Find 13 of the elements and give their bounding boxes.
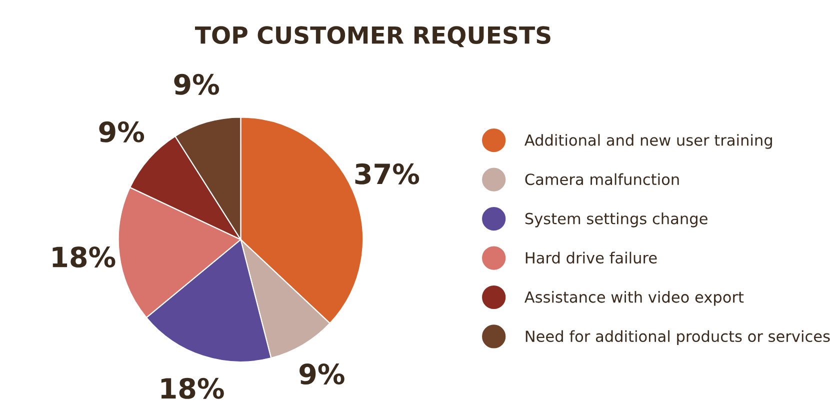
data-label: 18% [52,246,116,268]
legend-label: Camera malfunction [525,173,679,186]
data-label: 37% [355,163,420,184]
legend-label: Hard drive failure [526,252,657,264]
chart-title: TOP CUSTOMER REQUESTS [195,26,550,48]
legend-label: System settings change [525,212,708,228]
legend-label: Assistance with video export [524,290,744,306]
legend-label: Additional and new user training [524,134,772,149]
data-label: 9% [300,364,344,385]
data-label: 9% [99,121,144,142]
data-label: 9% [174,74,220,95]
legend-label: Need for additional products or services [526,330,830,346]
data-label: 18% [161,378,224,399]
